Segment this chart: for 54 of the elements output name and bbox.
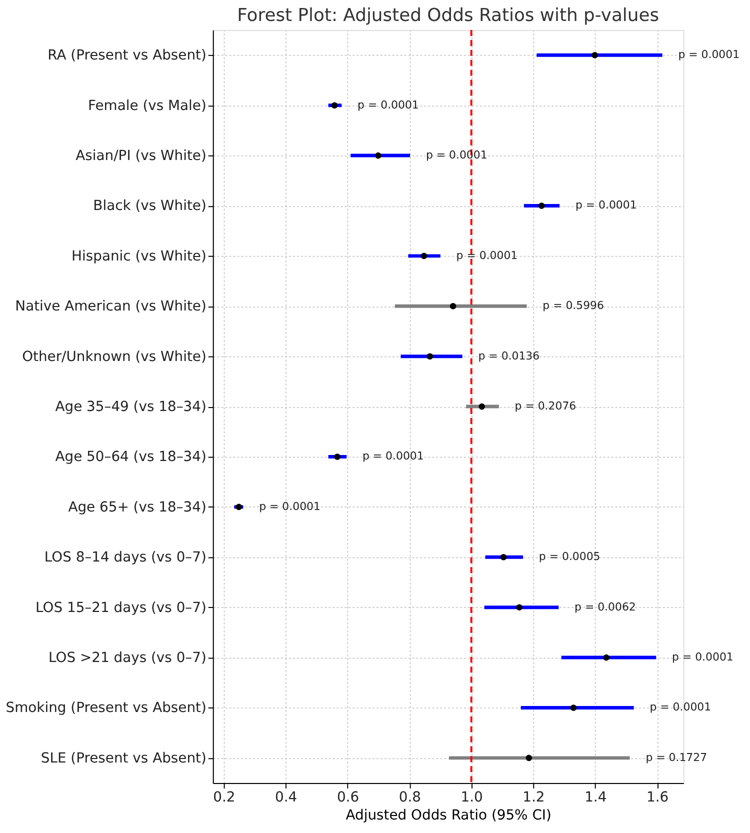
annotation: p = 0.0001 [358, 98, 419, 112]
y-tick-label: LOS 15–21 days (vs 0–7) [36, 600, 206, 616]
point [478, 403, 485, 410]
annotation: p = 0.0001 [678, 48, 740, 62]
point [526, 754, 532, 762]
y-tick-label: RA (Present vs Absent) [48, 48, 206, 64]
x-tick-label: 0.4 [275, 789, 298, 806]
point [500, 554, 507, 560]
annotation: p = 0.2076 [514, 400, 576, 413]
y-tick-label: LOS 8–14 days (vs 0–7) [44, 550, 206, 566]
annotation: p = 0.0001 [259, 500, 320, 513]
annotation: p = 0.0062 [574, 600, 636, 614]
y-tick-label: Asian/PI (vs White) [76, 148, 206, 164]
annotation: p = 0.0001 [650, 700, 712, 714]
point [516, 604, 522, 610]
annotation: p = 0.0001 [456, 248, 518, 262]
x-tick-label: 0.6 [336, 789, 360, 806]
y-tick-label: Black (vs White) [93, 198, 206, 214]
annotation: p = 0.0001 [575, 198, 637, 212]
point [603, 654, 610, 661]
chart-title: Forest Plot: Adjusted Odds Ratios with p-values [237, 5, 660, 26]
point [375, 152, 382, 159]
y-tick-label: SLE (Present vs Absent) [40, 750, 206, 766]
point [450, 303, 456, 310]
annotation: p = 0.1727 [646, 750, 708, 764]
annotation: p = 0.0001 [426, 148, 488, 162]
y-tick-label: Female (vs Male) [88, 98, 206, 114]
x-tick-label: 1.6 [646, 789, 669, 806]
y-tick-label: Smoking (Present vs Absent) [6, 700, 206, 716]
y-tick-label: LOS >21 days (vs 0–7) [48, 650, 206, 666]
point [420, 252, 428, 260]
point [426, 353, 433, 360]
point [538, 202, 545, 209]
x-tick-label: 0.2 [213, 789, 236, 806]
y-tick-label: Other/Unknown (vs White) [22, 348, 206, 365]
x-tick-label: 1.0 [460, 789, 483, 806]
annotation: p = 0.0001 [672, 650, 734, 664]
y-tick-label: Age 50–64 (vs 18–34) [55, 449, 206, 466]
point [334, 454, 340, 460]
y-tick-label: Hispanic (vs White) [72, 248, 206, 264]
x-tick-label: 1.2 [522, 789, 545, 806]
annotation: p = 0.0005 [538, 550, 600, 564]
y-tick-label: Age 35–49 (vs 18–34) [55, 399, 206, 416]
annotation: p = 0.5996 [542, 299, 604, 312]
x-tick-label: 1.4 [584, 789, 607, 806]
y-tick-label: Age 65+ (vs 18–34) [68, 499, 206, 516]
annotation: p = 0.0001 [362, 450, 424, 463]
annotation: p = 0.0136 [478, 349, 540, 362]
point [570, 704, 577, 711]
point [331, 102, 338, 108]
x-axis-title: Adjusted Odds Ratio (95% CI) [346, 807, 552, 824]
y-tick-label: Native American (vs White) [15, 298, 206, 315]
point [592, 52, 598, 58]
x-tick-label: 0.8 [398, 789, 421, 806]
